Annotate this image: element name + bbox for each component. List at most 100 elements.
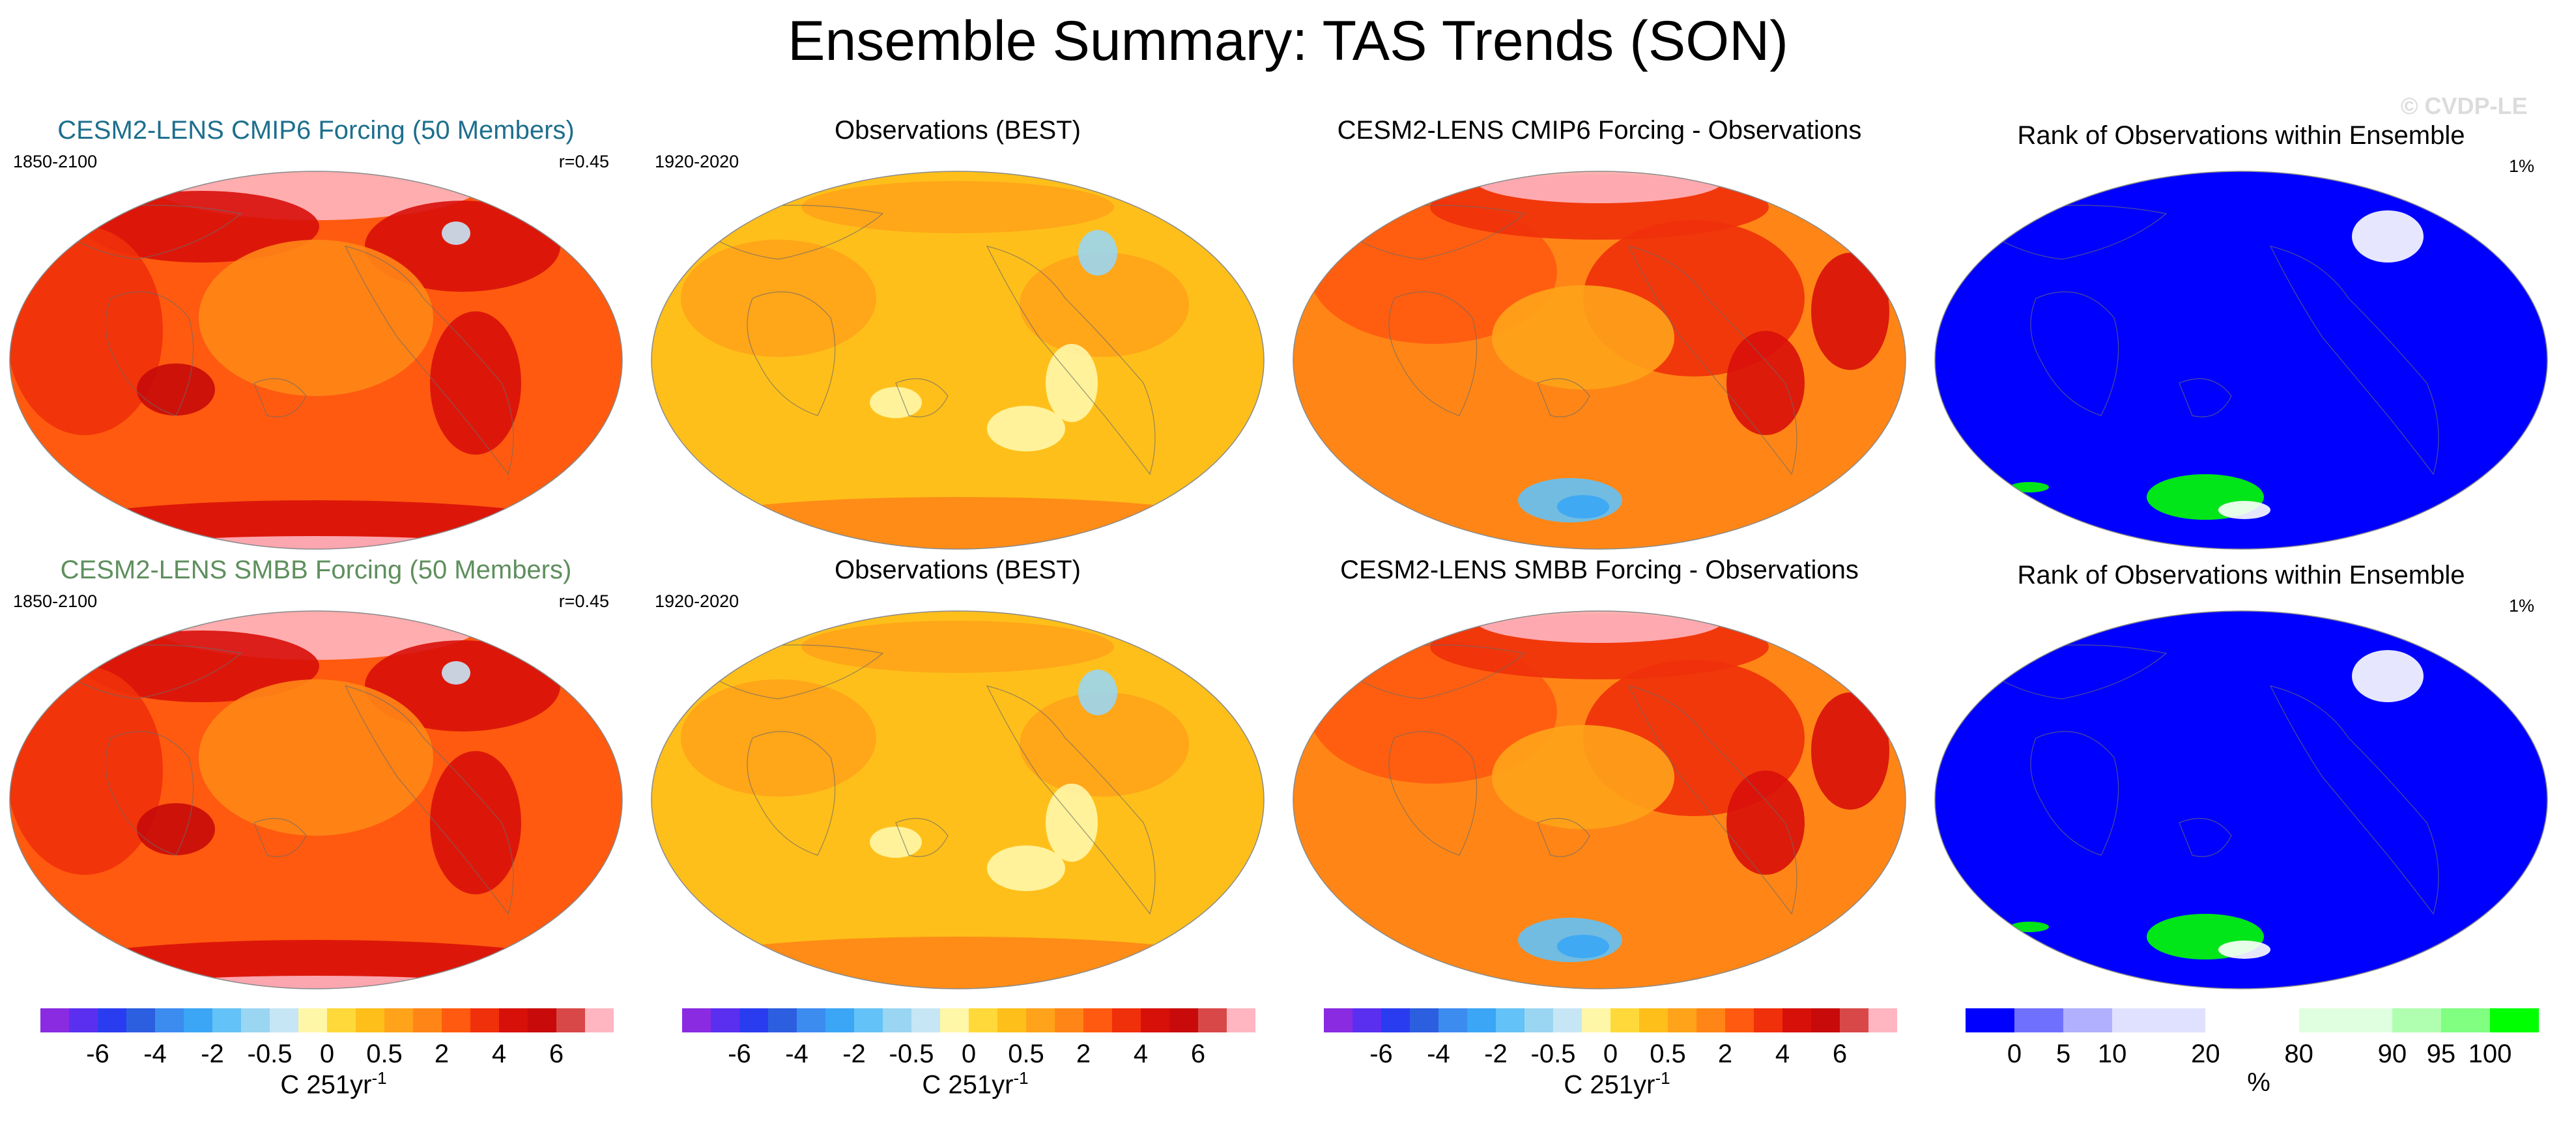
coastline [747, 731, 836, 856]
colorbar-difference: -6 -4 -2 -0.5 0 0.5 2 4 6 C 251yr-1 [1324, 1008, 1910, 1106]
panel-smbb-minus-obs: CESM2-LENS SMBB Forcing - Observations [1283, 556, 1915, 999]
map-field-region [2010, 922, 2049, 932]
colorbar-box [69, 1008, 98, 1032]
colorbar-box [270, 1008, 298, 1032]
colorbar-box [1725, 1008, 1754, 1032]
colorbar-tick-label: -4 [143, 1040, 167, 1068]
map-field-region [801, 181, 1114, 233]
coastline [986, 685, 1156, 915]
map-field-region [1046, 344, 1098, 422]
colorbar-ensemble: -6 -4 -2 -0.5 0 0.5 2 4 6 C 251yr-1 [40, 1008, 627, 1106]
panel-observations-2: Observations (BEST) 1920-2020 [642, 556, 1274, 999]
panel-period: 1850-2100 [13, 152, 98, 171]
map-border [1934, 171, 2548, 550]
map-field-region [365, 640, 560, 731]
map-field-region [1476, 611, 1723, 643]
map-field-region [870, 827, 922, 858]
map-border [1293, 610, 1906, 989]
colorbar-box [442, 1008, 470, 1032]
panel-cmip6-minus-obs: CESM2-LENS CMIP6 Forcing - Observations [1283, 116, 1915, 559]
colorbar-tick-label: 0.5 [366, 1040, 403, 1068]
colorbar-box [711, 1008, 739, 1032]
map-border [651, 610, 1265, 989]
colorbar-box [1198, 1008, 1227, 1032]
colorbar-tick-label: 2 [1717, 1040, 1733, 1068]
map-field-region [684, 937, 1231, 989]
map-field-region [1811, 692, 1889, 810]
colorbar-box [797, 1008, 825, 1032]
map-field-region [430, 751, 521, 894]
map-field-region [1078, 230, 1117, 276]
coastline [2030, 731, 2119, 856]
coastline [2179, 378, 2232, 418]
colorbar-box [1610, 1008, 1639, 1032]
map-cmip6-minus-obs [1293, 171, 1906, 550]
colorbar-box [1112, 1008, 1141, 1032]
colorbar-tick-label: 2 [434, 1040, 450, 1068]
colorbar-box [585, 1008, 614, 1032]
map-cmip6-ensemble [9, 171, 623, 550]
coastline [344, 246, 514, 475]
colorbar-tick-label: -6 [728, 1040, 751, 1068]
colorbar-box [854, 1008, 883, 1032]
map-field-region [684, 497, 1231, 549]
colorbar-box [2205, 1008, 2299, 1032]
colorbar-box [212, 1008, 241, 1032]
colorbar-box [1083, 1008, 1112, 1032]
colorbar-boxes [1324, 1008, 1897, 1032]
colorbar-box [528, 1008, 556, 1032]
map-field-region [2010, 482, 2049, 492]
colorbar-box [1782, 1008, 1811, 1032]
coastline [105, 291, 194, 416]
panel-title: Observations (BEST) [835, 116, 1081, 145]
colorbar-tick-label: 90 [2377, 1040, 2407, 1068]
colorbar-units: C 251yr-1 [280, 1068, 387, 1100]
watermark: © CVDP-LE [2401, 92, 2528, 119]
colorbar-ticks: -6 -4 -2 -0.5 0 0.5 2 4 6 [1324, 1040, 1910, 1068]
colorbar-box [1582, 1008, 1610, 1032]
colorbar-box [2298, 1008, 2392, 1032]
coastline [344, 685, 514, 915]
map-smbb-minus-obs [1293, 610, 1906, 989]
colorbar-units: C 251yr-1 [1564, 1068, 1670, 1100]
colorbar-rank: 0 5 10 20 80 90 95 100 % [1966, 1008, 2552, 1106]
colorbar-tick-label: -2 [842, 1040, 866, 1068]
map-field-region [1309, 640, 1557, 784]
coastline [895, 378, 949, 418]
colorbar-box [499, 1008, 528, 1032]
panel-pattern-correlation: r=0.45 [558, 152, 609, 171]
coastline [253, 817, 307, 857]
coastline [105, 731, 194, 856]
map-rank-smbb [1934, 610, 2548, 989]
coastline [1388, 291, 1478, 416]
colorbar-tick-label: 0 [961, 1040, 977, 1068]
colorbar-box [1381, 1008, 1410, 1032]
map-field-region [1557, 495, 1609, 518]
colorbar-box [1410, 1008, 1438, 1032]
map-field-region [1309, 201, 1557, 344]
map-field-region [870, 387, 922, 418]
map-field-region [137, 803, 215, 855]
colorbar-tick-label: 0 [319, 1040, 335, 1068]
colorbar-box [470, 1008, 499, 1032]
colorbar-tick-label: 4 [1775, 1040, 1790, 1068]
colorbar-tick-label: 4 [491, 1040, 507, 1068]
colorbar-box [155, 1008, 184, 1032]
colorbar-box [1169, 1008, 1198, 1032]
panel-title: CESM2-LENS SMBB Forcing (50 Members) [60, 556, 572, 584]
colorbar-box [413, 1008, 442, 1032]
panel-observations: Observations (BEST) 1920-2020 [642, 116, 1274, 559]
colorbar-tick-label: 5 [2055, 1040, 2071, 1068]
colorbar-box [1868, 1008, 1897, 1032]
map-field-region [1078, 670, 1117, 715]
map-field-region [1020, 692, 1189, 797]
map-field-region [2218, 501, 2270, 519]
panel-title: CESM2-LENS CMIP6 Forcing - Observations [1337, 116, 1862, 145]
map-field-region [1726, 331, 1805, 435]
coastline [2179, 817, 2232, 857]
colorbar-tick-label: -2 [201, 1040, 224, 1068]
colorbar-box [384, 1008, 413, 1032]
panel-title: CESM2-LENS CMIP6 Forcing (50 Members) [57, 116, 575, 145]
colorbar-box [1696, 1008, 1725, 1032]
colorbar-box [356, 1008, 384, 1032]
